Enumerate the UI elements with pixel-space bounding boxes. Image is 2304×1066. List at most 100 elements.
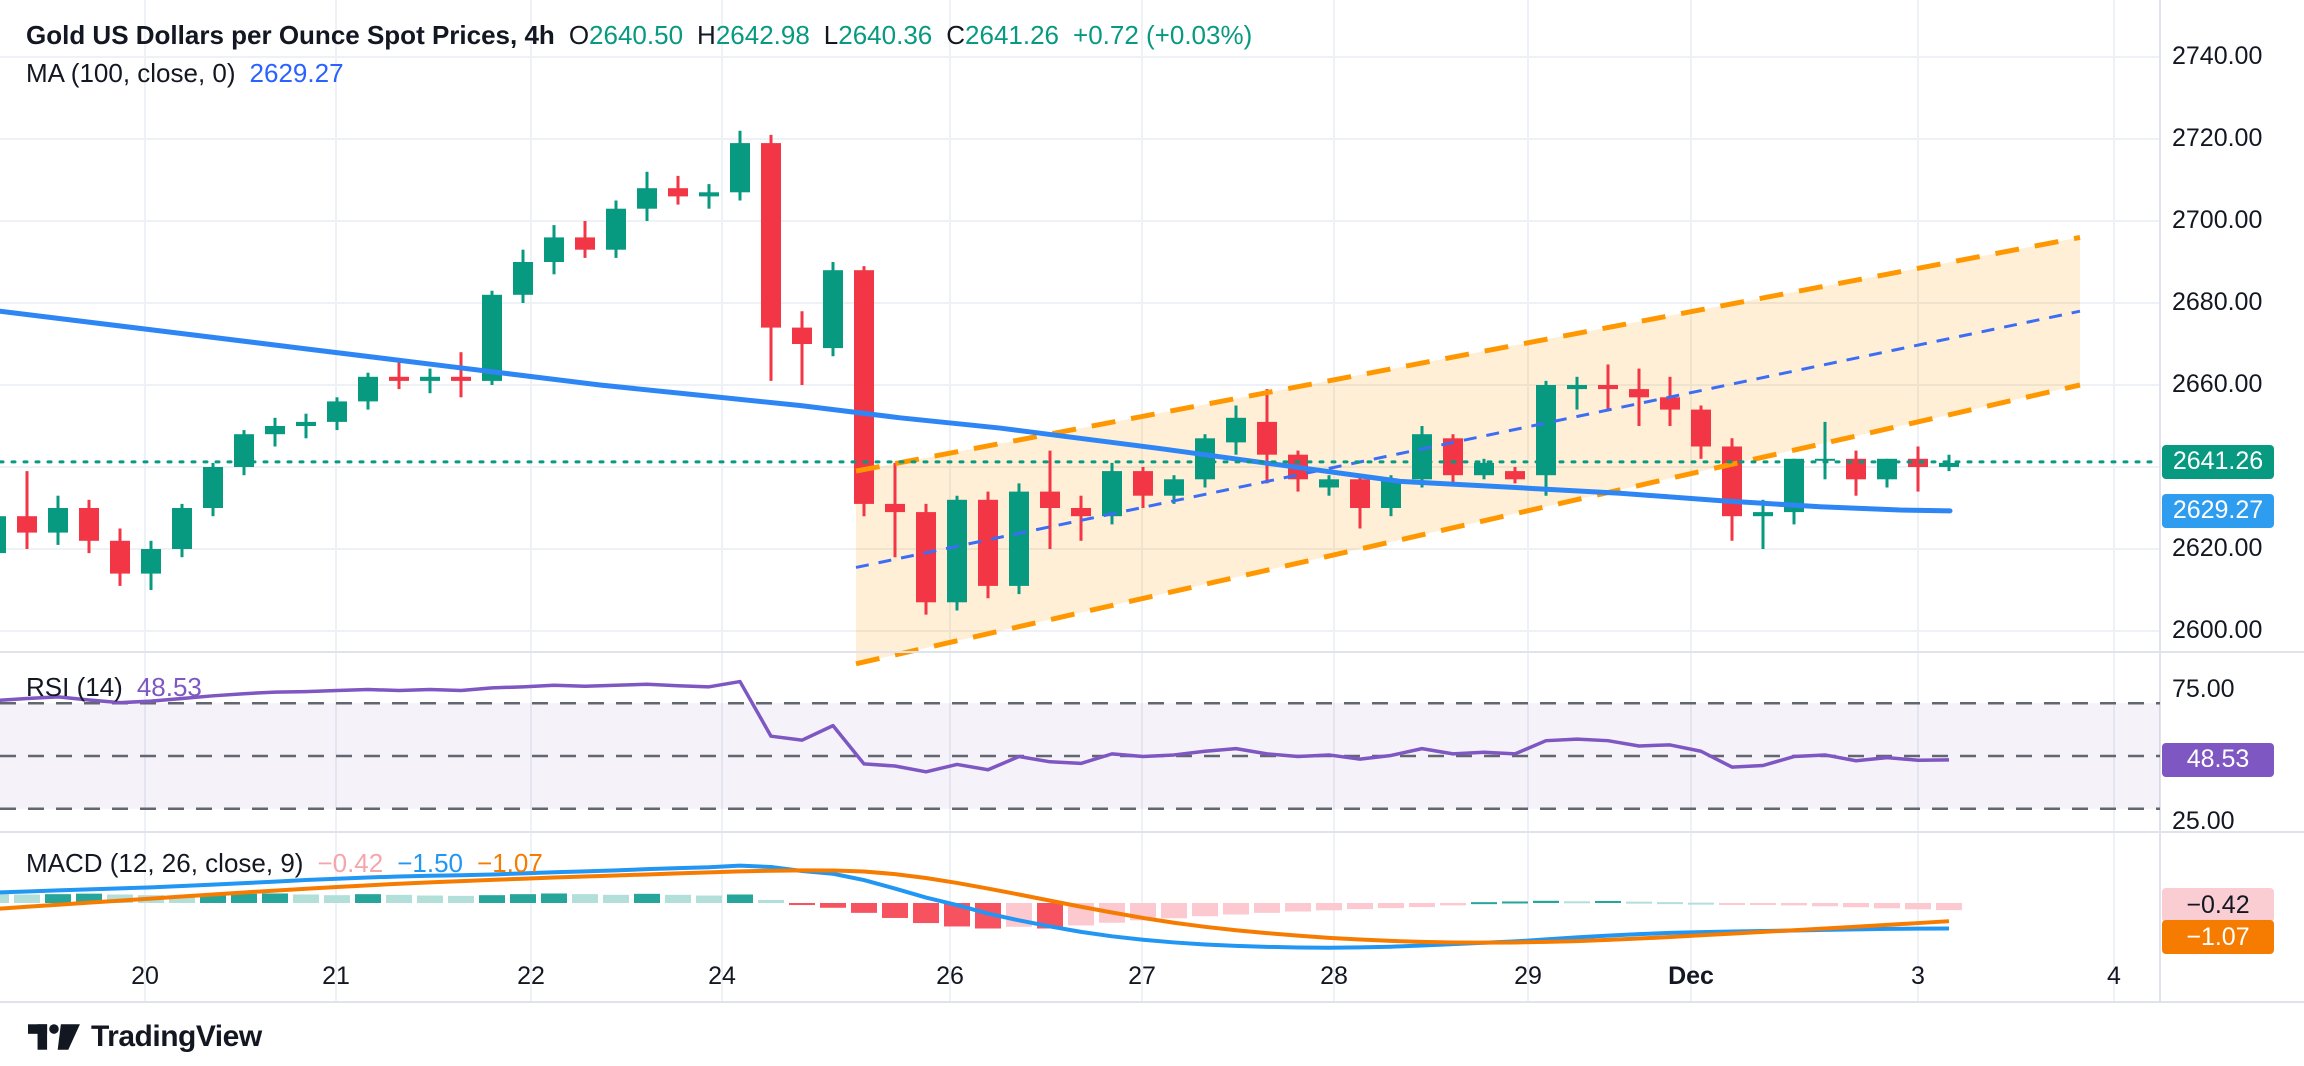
time-axis-label: 26 [936,962,964,990]
candle-body [978,499,998,586]
macd-histogram-bar [1719,903,1745,905]
candle-body [1040,491,1060,508]
macd-histogram-bar [1781,903,1807,906]
candle-body [1660,397,1680,410]
channel-upper-line[interactable] [855,234,2081,474]
candle-body [203,467,223,508]
candle-body [1784,458,1804,513]
candle-body [48,508,68,533]
symbol-title[interactable]: Gold US Dollars per Ounce Spot Prices, 4… [26,20,555,50]
price-axis-label: 2620.00 [2172,534,2263,562]
candle-body [1505,471,1525,480]
candle-body [575,237,595,250]
macd-signal-line[interactable] [0,868,1950,945]
candle-body [1877,458,1897,480]
rsi-label: RSI (14) [26,672,123,702]
price-axis-label: 2700.00 [2172,206,2263,234]
macd-histogram-bar [262,893,288,903]
candle-body [1629,389,1649,398]
time-axis-label: 24 [708,962,736,990]
macd-histogram-bar [1502,901,1528,904]
last-price-badge: 2641.26 [2162,444,2274,479]
ma-legend-row[interactable]: MA (100, close, 0) 2629.27 [26,58,344,89]
macd-histogram-bar [1471,902,1497,905]
ma-label: MA (100, close, 0) [26,58,236,88]
candle-body [637,188,657,209]
macd-histogram-bar [324,895,350,903]
candle-body [513,262,533,295]
candle-body [1350,479,1370,508]
candle-body [172,508,192,549]
macd-signal-badge: −1.07 [2162,920,2274,954]
time-axis-label: 3 [1911,962,1925,990]
macd-legend-row[interactable]: MACD (12, 26, close, 9) −0.42 −1.50 −1.0… [26,848,543,879]
candle-body [1319,479,1339,488]
candle-body [141,549,161,574]
candle-body [699,192,719,197]
candle-body [265,426,285,435]
time-axis-label: 21 [322,962,350,990]
macd-histogram-bar [1192,903,1218,917]
candle-body [668,188,688,197]
candle-body [389,376,409,381]
time-axis-label: 20 [131,962,159,990]
candle-body [730,143,750,193]
tradingview-logo[interactable]: TradingView [28,1020,262,1054]
time-axis-label: 27 [1128,962,1156,990]
candle-body [1722,446,1742,517]
channel-lower-line[interactable] [855,382,2081,667]
candle-body [358,376,378,402]
ma100-line[interactable] [0,308,1953,514]
macd-histogram-bar [1936,903,1962,911]
macd-histogram-bar [665,894,691,903]
macd-histogram-bar [231,893,257,903]
candle-body [1195,438,1215,480]
macd-histogram-bar [758,899,784,903]
channel-mid-line[interactable] [855,309,2081,569]
macd-histogram-bar [14,894,40,903]
macd-histogram-bar [1905,903,1931,910]
symbol-legend-row[interactable]: Gold US Dollars per Ounce Spot Prices, 4… [26,20,1252,51]
macd-histogram-bar [572,894,598,903]
change-value: +0.72 (+0.03%) [1073,20,1253,50]
close-value: C 2641.26 [946,20,1060,50]
candle-body [1939,462,1959,467]
candle-body [1071,508,1091,517]
macd-histogram-bar [1595,900,1621,903]
tradingview-logo-icon [28,1024,80,1050]
candle-body [110,540,130,574]
candle-body [885,503,905,513]
macd-histogram-bar [510,894,536,903]
macd-histogram-bar [727,894,753,903]
candle-body [1164,479,1184,496]
candle-body [482,294,502,381]
channel-fill[interactable] [856,237,2080,664]
macd-line[interactable] [0,863,1950,950]
rsi-line[interactable] [0,679,1950,774]
macd-histogram-bar [1223,903,1249,915]
candle-body [761,143,781,328]
price-axis-label: 2740.00 [2172,42,2263,70]
candle-body [1133,471,1153,496]
candle-body [1846,458,1866,480]
price-axis-label: 25.00 [2172,807,2235,835]
macd-histogram-bar [1440,903,1466,906]
macd-histogram-bar [634,893,660,903]
macd-histogram-bar [913,903,939,924]
macd-histogram-bar [0,893,9,903]
candle-body [1536,385,1556,476]
candle-body [1908,458,1928,467]
price-axis-label: 2600.00 [2172,616,2263,644]
rsi-legend-row[interactable]: RSI (14) 48.53 [26,672,202,703]
macd-histogram-bar [541,893,567,903]
ma-value-badge: 2629.27 [2162,493,2274,528]
candle-body [451,376,471,381]
low-value: L 2640.36 [823,20,933,50]
candle-body [1381,479,1401,508]
macd-histogram-bar [820,903,846,908]
time-axis-label: 4 [2107,962,2121,990]
macd-histogram-bar [1812,903,1838,907]
candle-body [1598,385,1618,390]
